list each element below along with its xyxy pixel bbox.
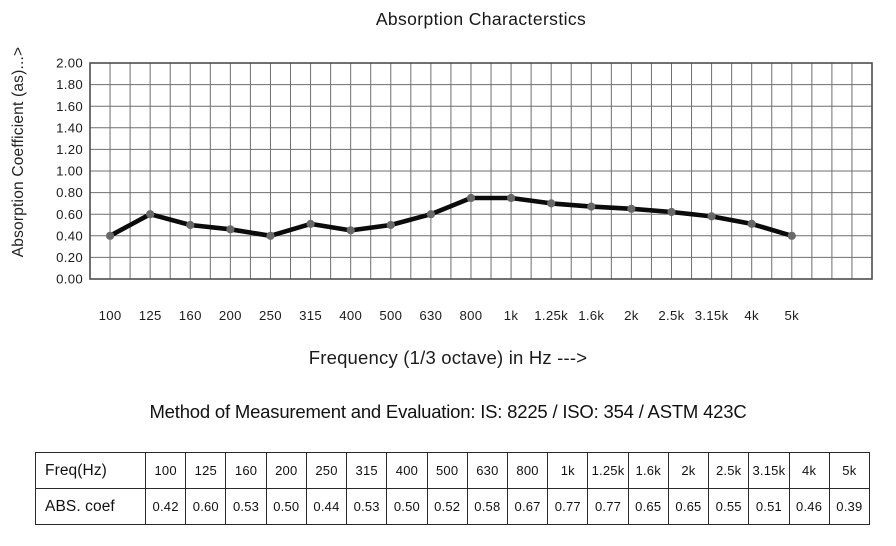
table-cell: 500: [426, 452, 468, 489]
table-cell: 0.44: [305, 488, 348, 525]
absorption-line-chart: 2.00 1.80 1.60 1.40 1.20 1.00 0.80 0.60 0.40 0.20…: [56, 56, 873, 323]
svg-text:1.40: 1.40: [56, 120, 83, 135]
row-header: ABS. coef: [35, 488, 146, 525]
svg-text:160: 160: [179, 308, 202, 323]
table-row-frequencies: Freq(Hz) 100 125 160 200 250 315 400 500 630 800 1k…: [35, 452, 871, 489]
svg-text:1.80: 1.80: [56, 77, 83, 92]
svg-text:1.00: 1.00: [56, 164, 83, 179]
table-cell: 160: [225, 452, 267, 489]
grid: [89, 62, 873, 280]
table-cell: 315: [346, 452, 388, 489]
table-cell: 1.6k: [627, 452, 669, 489]
svg-text:630: 630: [419, 308, 442, 323]
table-cell: 100: [144, 452, 187, 489]
table-cell: 400: [386, 452, 428, 489]
table-cell: 0.51: [748, 488, 790, 525]
svg-text:0.80: 0.80: [56, 185, 83, 200]
svg-text:1.25k: 1.25k: [534, 308, 568, 323]
table-cell: 4k: [788, 452, 830, 489]
svg-text:0.60: 0.60: [56, 207, 83, 222]
svg-text:2.00: 2.00: [56, 56, 83, 71]
chart-title: Absorption Characterstics: [375, 9, 587, 29]
y-tick-labels: 2.00 1.80 1.60 1.40 1.20 1.00 0.80 0.60 0.40 0.20…: [56, 56, 83, 287]
svg-text:0.00: 0.00: [56, 272, 83, 287]
svg-text:1k: 1k: [504, 308, 519, 323]
table-cell: 250: [305, 452, 348, 489]
svg-text:1.60: 1.60: [56, 99, 83, 114]
table-cell: 0.42: [144, 488, 187, 525]
svg-text:0.20: 0.20: [56, 250, 83, 265]
table-cell: 630: [466, 452, 508, 489]
svg-text:4k: 4k: [744, 308, 759, 323]
svg-text:1.20: 1.20: [56, 142, 83, 157]
table-cell: 800: [506, 452, 549, 489]
svg-text:2.5k: 2.5k: [658, 308, 684, 323]
table-cell: 0.39: [828, 488, 871, 525]
plot-frame: [89, 62, 873, 280]
svg-text:250: 250: [259, 308, 282, 323]
table-cell: 0.60: [185, 488, 227, 525]
table-cell: 0.77: [547, 488, 589, 525]
svg-text:1.6k: 1.6k: [578, 308, 604, 323]
data-point-markers: [106, 193, 796, 240]
x-axis-title: Frequency (1/3 octave) in Hz --->: [308, 347, 588, 368]
table-cell: 5k: [828, 452, 871, 489]
table-cell: 1k: [547, 452, 589, 489]
svg-text:2k: 2k: [624, 308, 639, 323]
svg-text:5k: 5k: [785, 308, 800, 323]
table-cell: 125: [185, 452, 227, 489]
method-statement: Method of Measurement and Evaluation: IS…: [149, 401, 747, 422]
absorption-table: Freq(Hz) 100 125 160 200 250 315 400 500 630 800 1k…: [35, 452, 871, 525]
table-cell: 0.55: [708, 488, 750, 525]
table-cell: 0.67: [506, 488, 549, 525]
table-cell: 3.15k: [748, 452, 790, 489]
svg-text:100: 100: [99, 308, 122, 323]
svg-text:400: 400: [339, 308, 362, 323]
table-row-coefficients: ABS. coef 0.42 0.60 0.53 0.50 0.44 0.53 0.50 0.5…: [35, 488, 871, 525]
x-tick-labels: 100 125 160 200 250 315 400 500 630 800 1k 1.25k 1.6…: [99, 308, 800, 323]
table-cell: 0.77: [587, 488, 629, 525]
table-cell: 0.53: [225, 488, 267, 525]
table-cell: 0.50: [265, 488, 307, 525]
table-cell: 0.58: [466, 488, 508, 525]
svg-text:3.15k: 3.15k: [695, 308, 729, 323]
table-cell: 200: [265, 452, 307, 489]
table-cell: 2k: [667, 452, 710, 489]
svg-text:125: 125: [139, 308, 162, 323]
absorption-line: [107, 195, 795, 239]
svg-text:200: 200: [219, 308, 242, 323]
svg-text:315: 315: [299, 308, 322, 323]
table-cell: 2.5k: [708, 452, 750, 489]
table-cell: 0.50: [386, 488, 428, 525]
svg-text:500: 500: [379, 308, 402, 323]
table-cell: 0.65: [627, 488, 669, 525]
table-cell: 0.46: [788, 488, 830, 525]
table-cell: 0.52: [426, 488, 468, 525]
svg-text:800: 800: [460, 308, 483, 323]
svg-text:0.40: 0.40: [56, 228, 83, 243]
row-header: Freq(Hz): [35, 452, 146, 489]
table-cell: 1.25k: [587, 452, 629, 489]
table-cell: 0.65: [667, 488, 710, 525]
table-cell: 0.53: [346, 488, 388, 525]
